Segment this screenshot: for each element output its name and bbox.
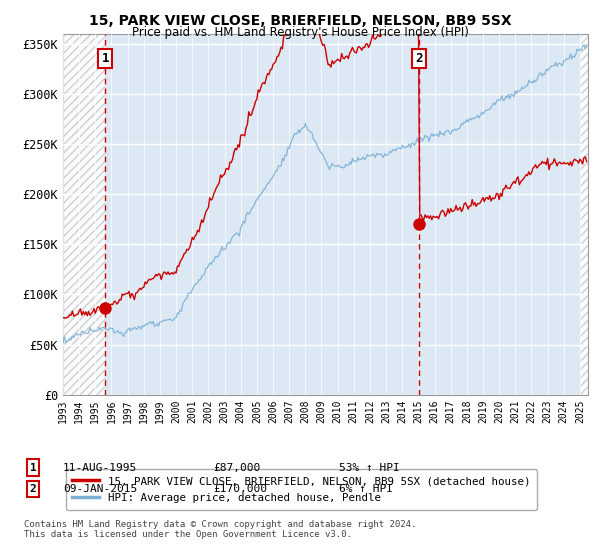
Text: £87,000: £87,000 bbox=[213, 463, 260, 473]
Text: 1: 1 bbox=[101, 52, 109, 65]
Text: 53% ↑ HPI: 53% ↑ HPI bbox=[339, 463, 400, 473]
Text: 6% ↑ HPI: 6% ↑ HPI bbox=[339, 484, 393, 494]
Text: 2: 2 bbox=[415, 52, 422, 65]
Text: 11-AUG-1995: 11-AUG-1995 bbox=[63, 463, 137, 473]
Text: £170,000: £170,000 bbox=[213, 484, 267, 494]
Legend: 15, PARK VIEW CLOSE, BRIERFIELD, NELSON, BB9 5SX (detached house), HPI: Average : 15, PARK VIEW CLOSE, BRIERFIELD, NELSON,… bbox=[66, 469, 537, 510]
Text: Price paid vs. HM Land Registry's House Price Index (HPI): Price paid vs. HM Land Registry's House … bbox=[131, 26, 469, 39]
Text: 09-JAN-2015: 09-JAN-2015 bbox=[63, 484, 137, 494]
Bar bbox=[63, 34, 106, 395]
Text: 2: 2 bbox=[29, 484, 37, 494]
Text: 15, PARK VIEW CLOSE, BRIERFIELD, NELSON, BB9 5SX: 15, PARK VIEW CLOSE, BRIERFIELD, NELSON,… bbox=[89, 14, 511, 28]
Bar bbox=[580, 34, 588, 395]
Text: 1: 1 bbox=[29, 463, 37, 473]
Text: Contains HM Land Registry data © Crown copyright and database right 2024.
This d: Contains HM Land Registry data © Crown c… bbox=[24, 520, 416, 539]
